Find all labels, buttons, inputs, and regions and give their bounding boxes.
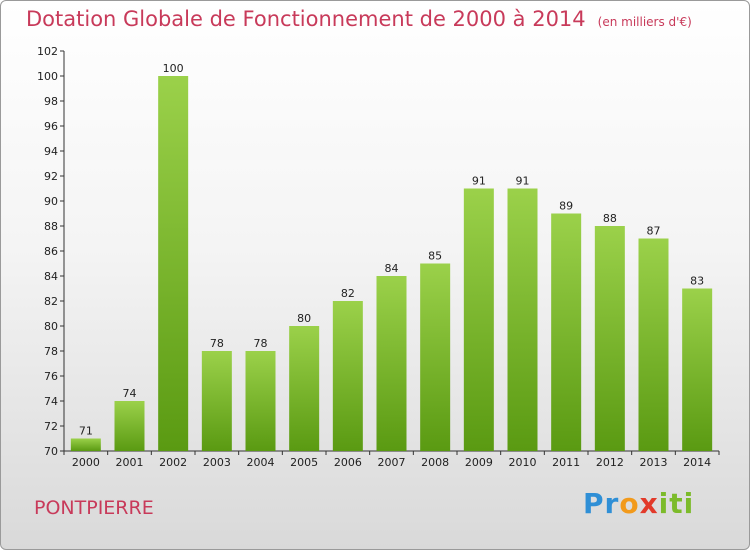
proxiti-logo: Proxiti <box>583 487 694 520</box>
value-label-2007: 84 <box>385 262 399 275</box>
value-label-2011: 89 <box>559 200 573 213</box>
bar-2002 <box>158 76 189 451</box>
bar-2006 <box>332 301 363 451</box>
x-tick-label-2002: 2002 <box>159 456 187 469</box>
x-tick-label-2014: 2014 <box>683 456 711 469</box>
bar-2014 <box>682 288 713 451</box>
value-label-2013: 87 <box>647 225 661 238</box>
value-label-2008: 85 <box>428 250 442 263</box>
bar-2005 <box>289 326 320 451</box>
bar-2007 <box>376 276 407 451</box>
bar-2004 <box>245 351 276 451</box>
value-label-2000: 71 <box>79 425 93 438</box>
x-tick-label-2007: 2007 <box>378 456 406 469</box>
logo-part-3: x <box>639 487 659 520</box>
x-tick-label-2005: 2005 <box>290 456 318 469</box>
x-tick-label-2004: 2004 <box>247 456 275 469</box>
logo-part-2: o <box>619 487 640 520</box>
y-tick-label: 94 <box>44 145 58 158</box>
y-tick-label: 72 <box>44 420 58 433</box>
bar-2003 <box>201 351 232 451</box>
commune-name: PONTPIERRE <box>34 497 154 519</box>
y-tick-label: 82 <box>44 295 58 308</box>
y-tick-label: 90 <box>44 195 58 208</box>
value-label-2005: 80 <box>297 312 311 325</box>
logo-part-1: Pr <box>583 487 620 520</box>
bars: 71 74 100 78 78 80 82 84 85 91 91 89 88 87 83 <box>70 62 713 451</box>
value-label-2003: 78 <box>210 337 224 350</box>
y-tick-label: 76 <box>44 370 58 383</box>
value-label-2001: 74 <box>123 387 137 400</box>
x-tick-label-2003: 2003 <box>203 456 231 469</box>
value-label-2014: 83 <box>690 275 704 288</box>
x-tick-label-2008: 2008 <box>421 456 449 469</box>
y-tick-label: 98 <box>44 95 58 108</box>
bar-2011 <box>551 213 582 451</box>
x-tick-label-2012: 2012 <box>596 456 624 469</box>
y-tick-label: 92 <box>44 170 58 183</box>
bar-2000 <box>70 438 101 451</box>
axes: 70 72 74 76 78 80 82 84 86 88 90 92 94 96 98 100 102 2000… <box>37 45 720 469</box>
y-tick-label: 74 <box>44 395 58 408</box>
y-tick-label: 86 <box>44 245 58 258</box>
bar-2013 <box>638 238 669 451</box>
bar-2010 <box>507 188 538 451</box>
x-tick-label-2009: 2009 <box>465 456 493 469</box>
chart-title: Dotation Globale de Fonctionnement de 20… <box>26 7 692 31</box>
chart-subtitle: (en milliers d'€) <box>597 15 692 29</box>
x-tick-label-2006: 2006 <box>334 456 362 469</box>
x-tick-label-2013: 2013 <box>640 456 668 469</box>
bar-2008 <box>420 263 451 451</box>
value-label-2002: 100 <box>163 62 184 75</box>
y-tick-label: 70 <box>44 445 58 458</box>
y-tick-label: 88 <box>44 220 58 233</box>
bar-2009 <box>463 188 494 451</box>
value-label-2012: 88 <box>603 212 617 225</box>
y-tick-label: 78 <box>44 345 58 358</box>
value-label-2009: 91 <box>472 175 486 188</box>
x-tick-label-2010: 2010 <box>509 456 537 469</box>
value-label-2004: 78 <box>254 337 268 350</box>
y-tick-label: 96 <box>44 120 58 133</box>
x-tick-label-2001: 2001 <box>116 456 144 469</box>
x-tick-label-2011: 2011 <box>552 456 580 469</box>
logo-part-4: iti <box>658 487 695 520</box>
y-tick-label: 80 <box>44 320 58 333</box>
value-label-2010: 91 <box>516 175 530 188</box>
y-tick-label: 84 <box>44 270 58 283</box>
bar-2012 <box>594 226 625 451</box>
x-tick-label-2000: 2000 <box>72 456 100 469</box>
y-tick-label: 102 <box>37 45 58 58</box>
y-tick-label: 100 <box>37 70 58 83</box>
value-label-2006: 82 <box>341 287 355 300</box>
chart-title-text: Dotation Globale de Fonctionnement de 20… <box>26 7 586 31</box>
bar-2001 <box>114 401 145 451</box>
